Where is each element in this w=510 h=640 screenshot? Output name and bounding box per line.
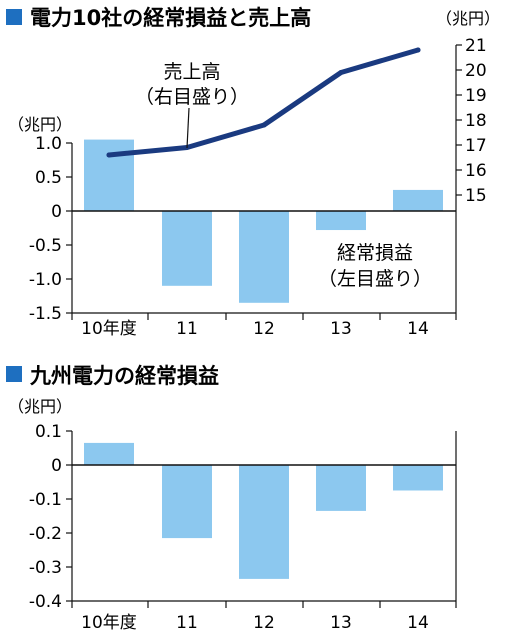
left-tick-label: -0.3 <box>29 558 62 578</box>
right-tick-label: 21 <box>465 36 487 56</box>
chart1-bars <box>84 139 443 303</box>
chart1-right-axis: 21 20 19 18 17 16 15 <box>456 36 487 206</box>
right-tick-label: 19 <box>465 86 487 106</box>
line-series-axis-note: （右目盛り） <box>135 86 249 108</box>
left-tick-label: -1.5 <box>29 304 62 324</box>
line-point <box>106 152 112 158</box>
chart2-x-axis: 10年度 11 12 13 14 <box>71 601 457 633</box>
right-tick-label: 20 <box>465 61 487 81</box>
chart1-left-axis: 1.0 0.5 0 -0.5 -1.0 -1.5 <box>29 134 72 324</box>
bar <box>239 211 289 303</box>
left-tick-label: -0.5 <box>29 236 62 256</box>
x-tick-label: 11 <box>176 613 198 633</box>
line-point <box>261 122 267 128</box>
right-tick-label: 16 <box>465 161 487 181</box>
chart1-right-unit: （兆円） <box>436 9 500 28</box>
chart2-unit: （兆円） <box>8 397 72 416</box>
x-tick-label: 10年度 <box>81 319 137 339</box>
bar <box>393 465 443 491</box>
x-tick-label: 10年度 <box>81 613 137 633</box>
chart1-x-axis: 10年度 11 12 13 14 <box>71 313 457 339</box>
bar <box>84 442 134 465</box>
right-tick-label: 15 <box>465 186 487 206</box>
line-series-leader <box>186 107 190 149</box>
bar <box>84 139 134 211</box>
left-tick-label: -0.1 <box>29 490 62 510</box>
title-marker-icon <box>6 366 22 382</box>
x-tick-label: 13 <box>330 319 352 339</box>
x-tick-label: 12 <box>253 613 275 633</box>
chart2-title: 九州電力の経常損益 <box>29 364 219 388</box>
line-series-label: 売上高 <box>163 61 220 83</box>
chart2-bars <box>84 442 443 579</box>
left-tick-label: -1.0 <box>29 270 62 290</box>
x-tick-label: 14 <box>407 613 429 633</box>
left-tick-label: -0.4 <box>29 592 62 612</box>
title-marker-icon <box>6 9 22 25</box>
bar <box>162 465 212 539</box>
left-tick-label: 0.1 <box>35 422 62 442</box>
chart1-left-unit: （兆円） <box>8 115 72 134</box>
bar-series-axis-note: （左目盛り） <box>318 268 432 290</box>
left-tick-label: 0 <box>51 456 62 476</box>
bar-series-label: 経常損益 <box>337 242 413 264</box>
x-tick-label: 13 <box>330 613 352 633</box>
left-tick-label: 1.0 <box>35 134 62 154</box>
bar <box>162 211 212 286</box>
x-tick-label: 11 <box>176 319 198 339</box>
bar <box>393 189 443 211</box>
right-tick-label: 18 <box>465 111 487 131</box>
right-tick-label: 17 <box>465 136 487 156</box>
line-point <box>415 47 421 53</box>
x-tick-label: 12 <box>253 319 275 339</box>
bar <box>316 465 366 511</box>
left-tick-label: -0.2 <box>29 524 62 544</box>
chart1-title: 電力10社の経常損益と売上高 <box>30 6 311 30</box>
x-tick-label: 14 <box>407 319 429 339</box>
left-tick-label: 0 <box>51 202 62 222</box>
chart2-y-axis: 0.1 0 -0.1 -0.2 -0.3 -0.4 <box>29 422 72 612</box>
bar <box>316 211 366 231</box>
line-point <box>338 70 344 75</box>
bar <box>239 465 289 579</box>
left-tick-label: 0.5 <box>35 168 62 188</box>
